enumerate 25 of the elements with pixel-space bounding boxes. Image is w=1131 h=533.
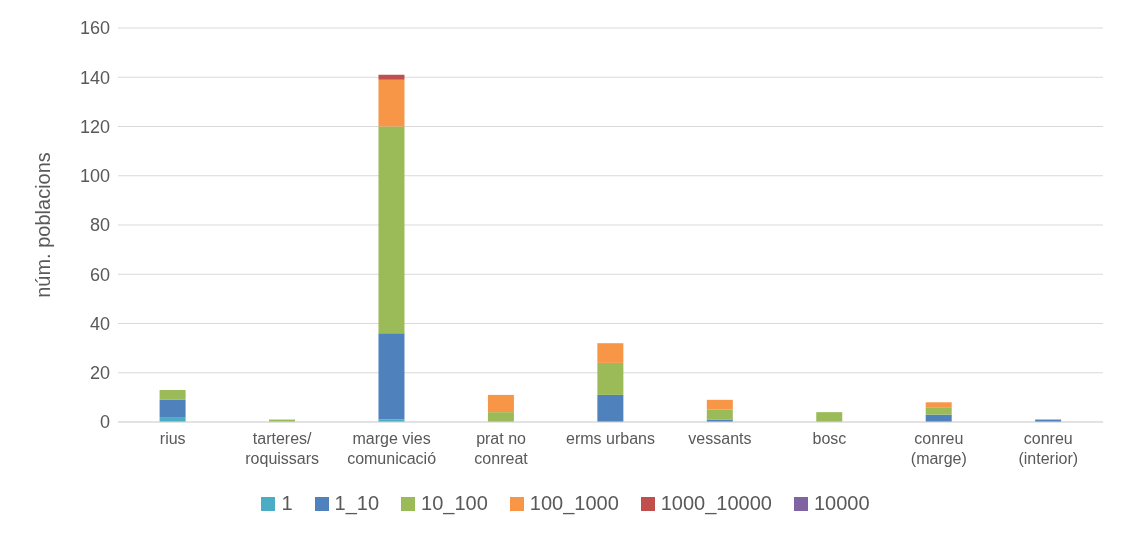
y-tick-label: 40 <box>89 313 110 334</box>
x-tick-label: vessants <box>688 430 752 447</box>
legend-label: 1000_10000 <box>660 492 772 515</box>
legend-label: 100_1000 <box>529 492 619 515</box>
x-tick-label: bosc <box>812 430 847 447</box>
y-tick-label: 60 <box>89 264 110 285</box>
y-tick-label: 80 <box>89 215 110 236</box>
y-tick-label: 0 <box>99 412 110 433</box>
x-tick-label: tarteres/ roquissars <box>245 430 320 467</box>
y-tick-label: 160 <box>79 18 110 39</box>
legend-label: 1 <box>281 492 293 515</box>
x-tick-label: conreu (interior) <box>1018 430 1079 467</box>
x-tick-label: marge vies comunicació <box>347 430 437 467</box>
y-tick-label: 120 <box>79 116 110 137</box>
y-tick-label: 100 <box>79 166 110 187</box>
x-tick-label: rius <box>159 430 186 447</box>
x-tick-label: conreu (marge) <box>910 430 967 467</box>
legend-label: 1_10 <box>334 492 380 515</box>
y-tick-label: 140 <box>79 67 110 88</box>
legend-label: 10_100 <box>421 492 488 515</box>
legend-label: 10000 <box>813 492 870 515</box>
x-tick-label: prat no conreat <box>474 430 529 467</box>
y-axis-title: núm. poblacions <box>32 152 55 298</box>
y-tick-label: 20 <box>89 363 110 384</box>
x-tick-label: erms urbans <box>566 430 655 447</box>
